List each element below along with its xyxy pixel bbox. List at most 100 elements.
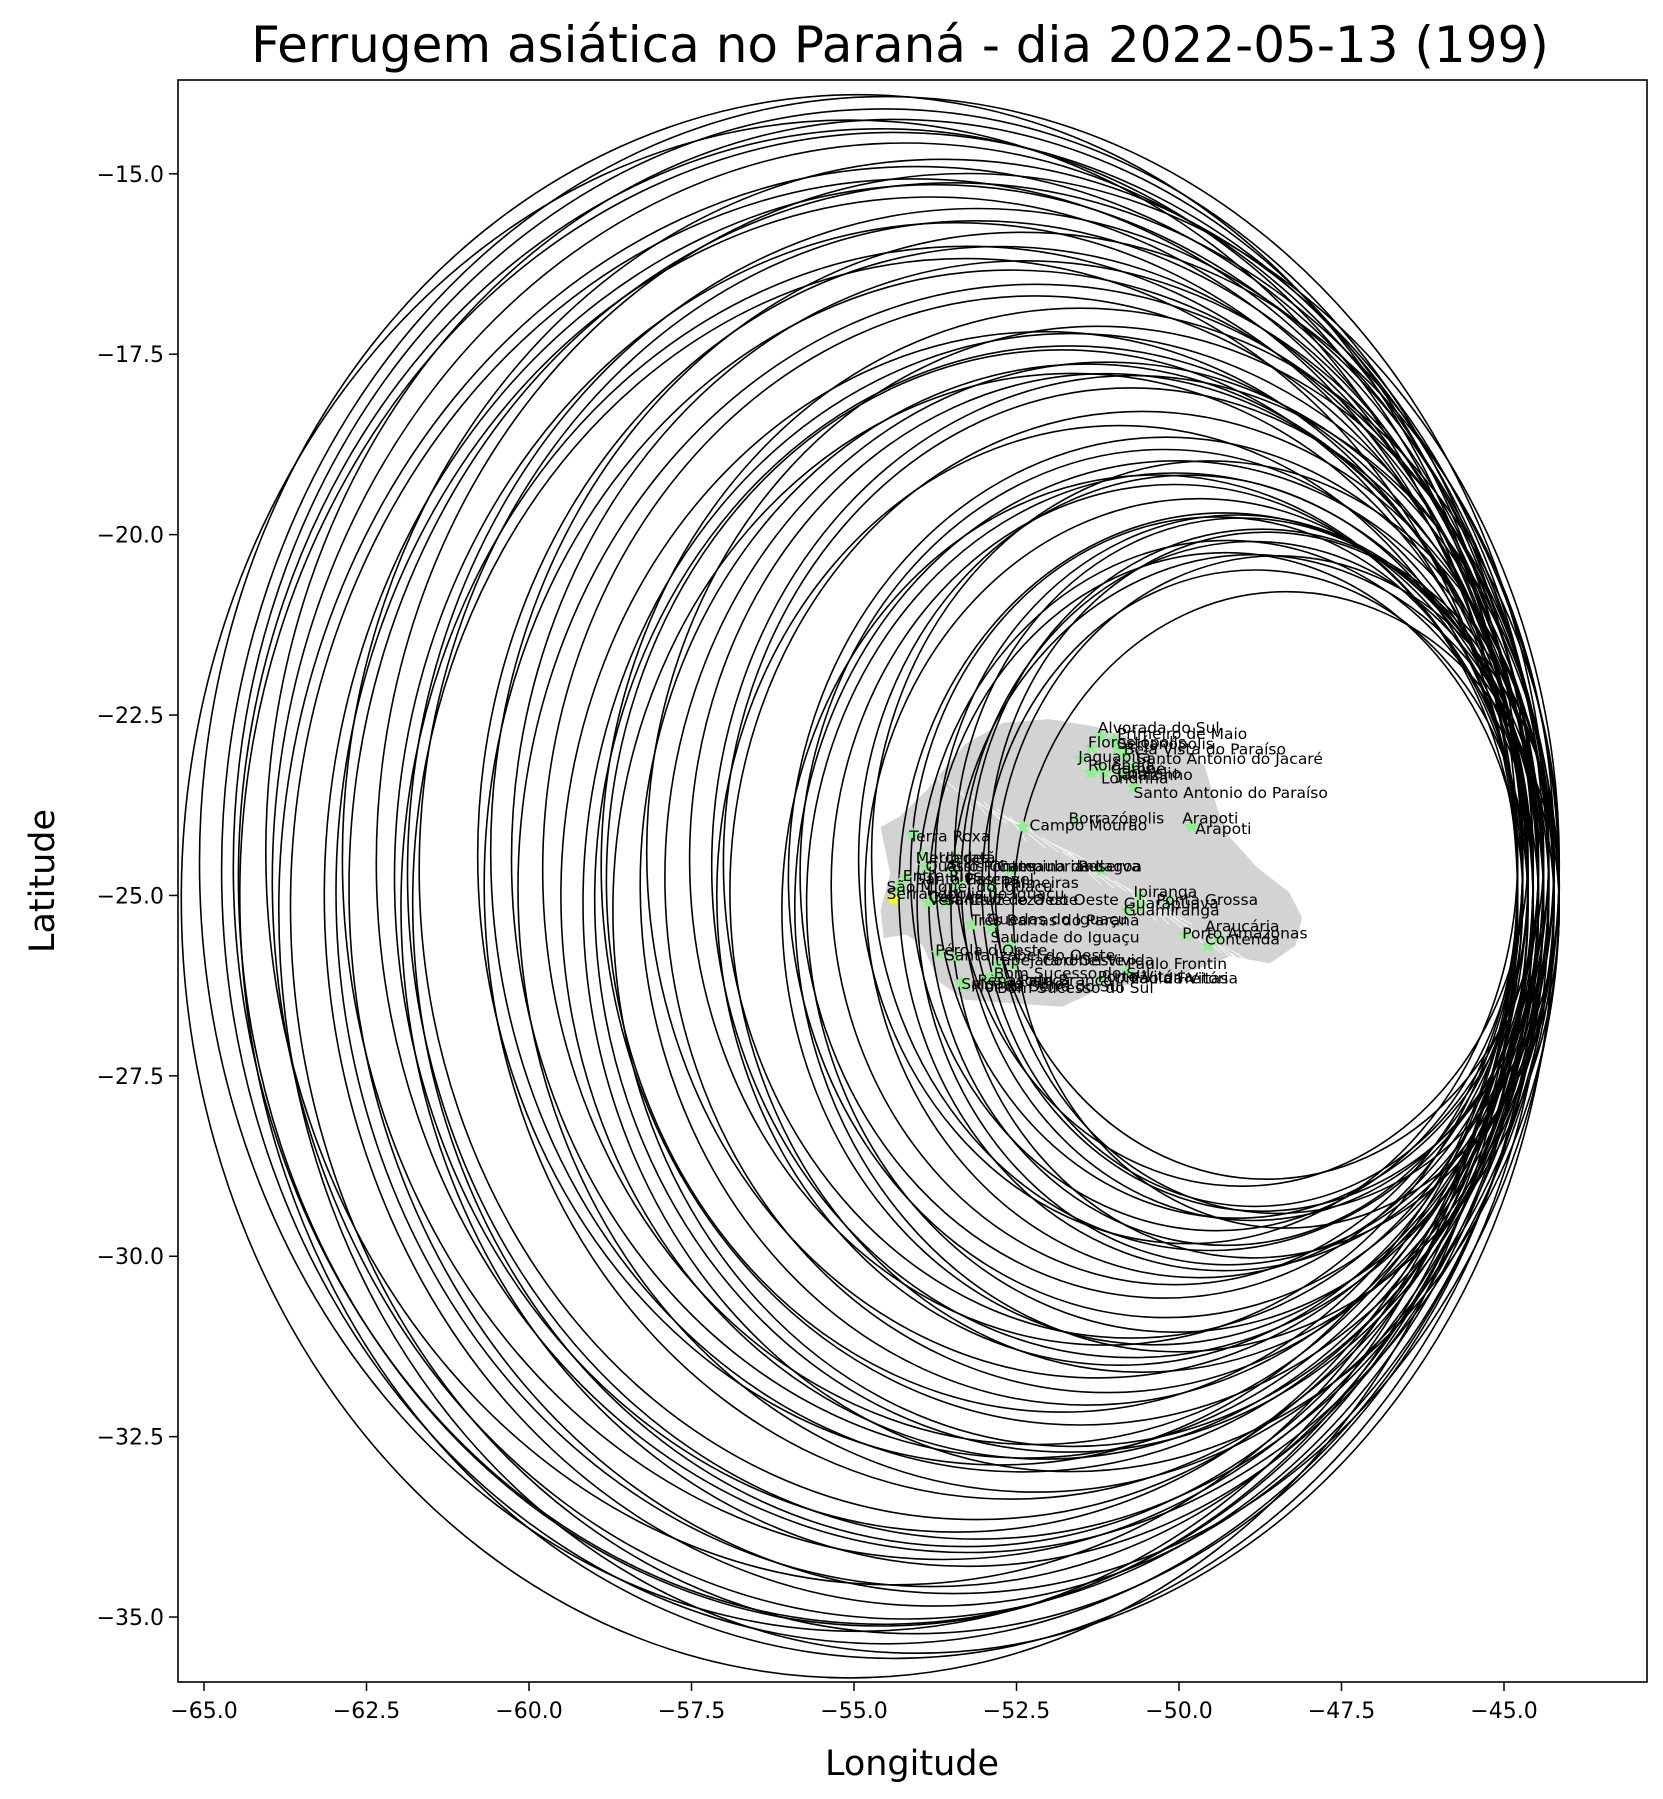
occurrence-marker: [989, 956, 1005, 971]
municipality-label: Ubiratã: [939, 849, 996, 867]
municipality-label: Guarapuava: [1124, 894, 1219, 912]
municipality-border: [1146, 902, 1170, 925]
municipality-label: Quedas do Iguaçu: [987, 910, 1127, 928]
occurrence-marker: [1116, 746, 1132, 762]
municipality-border: [1061, 851, 1089, 867]
municipality-label: União da Vitória: [1114, 970, 1238, 988]
municipality-label: Guamiranga: [1124, 902, 1220, 920]
occurrence-marker: [950, 851, 966, 866]
x-tick-label: −45.0: [1470, 1699, 1537, 1724]
municipality-border: [944, 779, 962, 795]
occurrence-marker: [943, 862, 960, 877]
y-tick-label: −20.0: [97, 524, 164, 549]
municipality-label: Santo Antônio do Jacaré: [1137, 750, 1323, 768]
occurrence-marker: [1210, 930, 1226, 946]
municipality-label: Santa Tereza do Oeste: [945, 891, 1119, 909]
occurrence-marker: [937, 894, 953, 910]
y-tick-label: −17.5: [97, 343, 164, 368]
occurrence-marker: [950, 876, 966, 892]
municipality-border: [892, 750, 910, 766]
dispersion-circle: [393, 221, 1519, 1533]
occurrence-marker: [1067, 811, 1083, 827]
occurrence-marker: [1083, 739, 1099, 754]
occurrence-marker: [1093, 862, 1109, 877]
municipality-border: [1139, 895, 1167, 918]
municipality-label: Ipiranga: [1134, 883, 1198, 901]
municipality-label: Campo Mourão: [1030, 817, 1148, 835]
municipality-border: [1042, 837, 1072, 857]
municipality-border: [1159, 909, 1183, 929]
occurrence-marker: [1119, 963, 1135, 978]
municipality-label: Bom Sucesso do Sul: [994, 964, 1151, 982]
municipality-label: Cascavel: [965, 871, 1034, 889]
y-tick-label: −27.5: [97, 1065, 164, 1090]
municipality-label: Coronel Vivida: [1043, 951, 1155, 969]
municipality-label: Arapoti: [1195, 820, 1251, 838]
municipality-label: Contenda: [1205, 931, 1280, 949]
occurrence-marker: [963, 916, 979, 931]
municipality-border: [1165, 909, 1193, 925]
municipality-border: [1152, 902, 1180, 922]
plot-frame: [177, 79, 1648, 1683]
municipality-border: [1009, 815, 1027, 842]
occurrence-marker: [1125, 779, 1142, 794]
municipality-border: [970, 794, 988, 817]
municipality-border: [1074, 859, 1102, 885]
municipality-label: Londrina: [1101, 770, 1169, 788]
municipality-label: Salgado Filho: [961, 975, 1064, 993]
occurrence-marker: [1177, 927, 1194, 942]
occurrence-marker: [921, 894, 937, 910]
municipality-label: Porto Vitória: [1098, 968, 1193, 986]
y-tick-label: −25.0: [97, 884, 164, 909]
municipality-label: São Miguel do Iguaçu: [887, 878, 1053, 896]
occurrence-marker: [979, 970, 995, 985]
occurrence-marker: [1125, 757, 1142, 772]
municipality-label: Ponta Grossa: [1156, 891, 1258, 909]
y-axis-label: Latitude: [23, 809, 63, 953]
municipality-label: Santa Izabel do Oeste: [945, 946, 1115, 964]
occurrence-marker: [904, 826, 921, 841]
municipality-label: Paula Freitas: [1130, 970, 1228, 988]
x-tick-label: −47.5: [1308, 1699, 1375, 1724]
occurrence-marker: [953, 974, 969, 989]
dispersion-circle: [323, 183, 1545, 1607]
occurrence-marker: [1015, 818, 1031, 834]
occurrence-marker: [1073, 750, 1090, 765]
occurrence-marker: [1002, 862, 1018, 877]
municipality-label: Arapoti: [1182, 809, 1238, 827]
x-tick-label: −60.0: [495, 1699, 562, 1724]
occurrence-marker: [1083, 764, 1099, 780]
occurrence-marker: [1161, 894, 1177, 910]
occurrence-marker: [1093, 970, 1109, 985]
occurrence-marker: [982, 919, 999, 935]
occurrence-marker: [1132, 887, 1148, 902]
dispersion-circle: [220, 95, 1550, 1645]
municipality-border: [1256, 967, 1277, 990]
municipality-border: [1087, 866, 1115, 889]
y-tick-label: −30.0: [97, 1245, 164, 1270]
municipality-label: Renascença: [978, 972, 1071, 990]
municipality-border: [1282, 981, 1303, 997]
y-tick-label: −35.0: [97, 1606, 164, 1631]
x-tick-label: −57.5: [658, 1699, 725, 1724]
occurrence-marker: [1005, 957, 1021, 972]
occurrence-marker: [982, 876, 999, 892]
municipality-border: [912, 758, 933, 781]
municipality-label: Pérola d'Oeste: [935, 941, 1047, 959]
occurrence-markers: [885, 728, 1226, 993]
occurrence-marker: [930, 945, 947, 960]
municipality-border: [1055, 844, 1085, 860]
occurrence-marker: [1184, 818, 1200, 834]
occurrence-marker: [1200, 937, 1216, 953]
occurrence-marker: [1090, 761, 1106, 776]
municipality-label: Araucária: [1205, 918, 1280, 936]
occurrence-marker: [1109, 739, 1125, 754]
municipality-border: [918, 765, 936, 788]
municipality-label: Paulo Frontin: [1127, 955, 1227, 973]
municipality-label: Bela Vista do Paraíso: [1124, 741, 1286, 759]
occurrence-marker: [914, 847, 930, 863]
y-tick-label: −22.5: [97, 704, 164, 729]
municipality-label: Serranópolis do Iguaçu: [887, 885, 1065, 903]
